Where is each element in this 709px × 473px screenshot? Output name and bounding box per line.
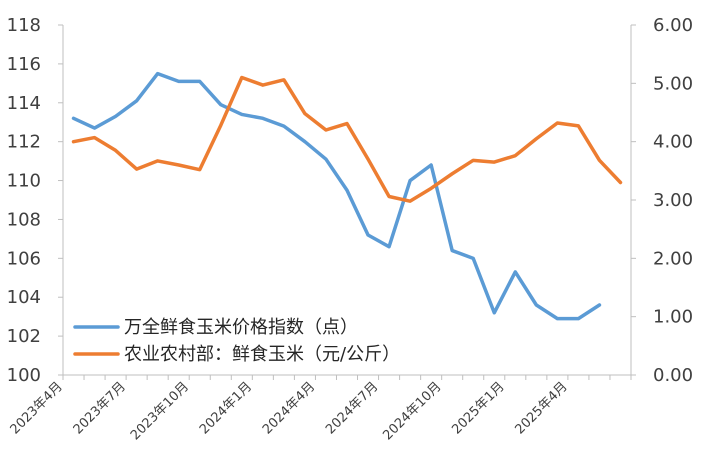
series-line-1	[71, 71, 602, 321]
y-left-tick-label: 116	[7, 54, 41, 75]
x-tick-label: 2024年7月	[323, 379, 381, 437]
y-left-tick-label: 110	[7, 171, 41, 192]
y-left-tick-label: 112	[7, 132, 41, 153]
y-left-tick-label: 104	[7, 287, 41, 308]
y-left-tick-label: 102	[7, 326, 41, 347]
axes: 100 102 104 106 108 110 112 114 116 118 0.00 1.00 2.…	[7, 15, 693, 443]
y-right-tick-label: 5.00	[653, 73, 693, 94]
legend: 万全鲜食玉米价格指数（点） 农业农村部：鲜食玉米（元/公斤）	[73, 317, 400, 365]
y-left-tick-label: 118	[7, 15, 41, 36]
y-right-tick-label: 6.00	[653, 15, 693, 36]
y-right-tick-label: 4.00	[653, 132, 693, 153]
x-tick-label: 2025年4月	[512, 379, 570, 437]
x-tick-label: 2024年10月	[380, 379, 444, 443]
x-tick-label: 2025年1月	[449, 379, 507, 437]
y-right-tick-label: 3.00	[653, 190, 693, 211]
y-right-tick-label: 0.00	[653, 365, 693, 386]
y-left-tick-label: 100	[7, 365, 41, 386]
x-tick-label: 2023年4月	[8, 379, 66, 437]
y-right-tick-label: 1.00	[653, 307, 693, 328]
x-tick-label: 2023年10月	[128, 379, 192, 443]
y-left-tick-label: 108	[7, 209, 41, 230]
x-tick-label: 2024年1月	[197, 379, 255, 437]
legend-label-2: 农业农村部：鲜食玉米（元/公斤）	[124, 344, 400, 365]
series-line-2	[71, 75, 623, 203]
y-left-tick-label: 114	[7, 93, 41, 114]
series-lines	[71, 71, 623, 321]
x-tick-label: 2024年4月	[260, 379, 318, 437]
y-right-tick-label: 2.00	[653, 248, 693, 269]
legend-label-1: 万全鲜食玉米价格指数（点）	[124, 317, 358, 338]
x-tick-label: 2023年7月	[71, 379, 129, 437]
y-left-tick-label: 106	[7, 248, 41, 269]
